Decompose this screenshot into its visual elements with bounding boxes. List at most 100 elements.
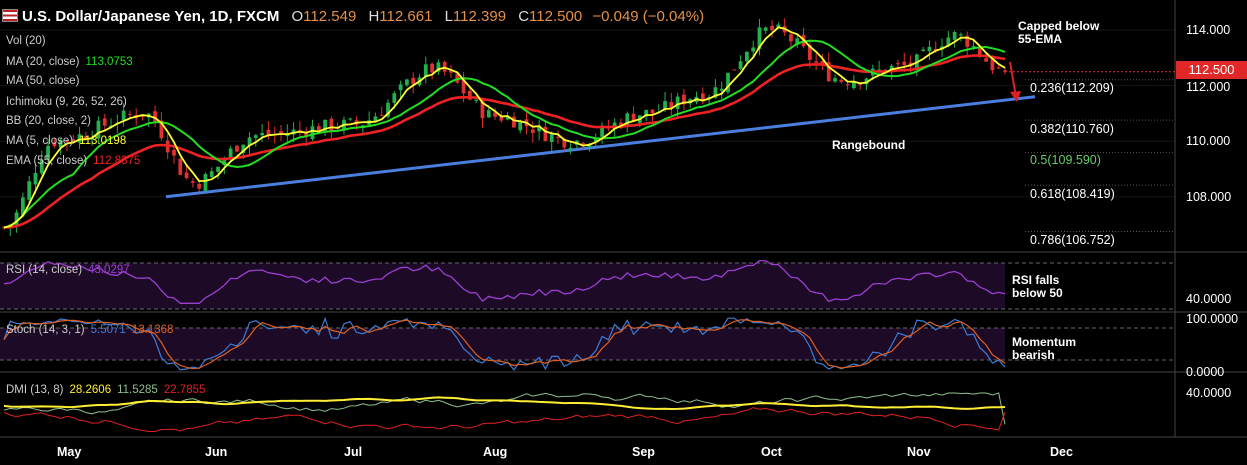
y-tick-108: 108.000 — [1186, 190, 1232, 204]
candle-body — [990, 58, 995, 71]
fib-level-0786: 0.786(106.752) — [1030, 233, 1115, 247]
candle-body — [505, 116, 510, 120]
ma20-line — [3, 39, 1006, 229]
candle-body — [316, 126, 321, 133]
candle-body — [858, 83, 863, 85]
fib-level-0618: 0.618(108.419) — [1030, 187, 1115, 201]
candle-body — [184, 172, 189, 178]
x-tick-jun: Jun — [205, 445, 228, 459]
dmi-axis-40: 40.0000 — [1186, 386, 1232, 400]
candle-body — [807, 44, 812, 60]
dmi-panel — [3, 392, 1006, 432]
fib-level-05: 0.5(109.590) — [1030, 153, 1101, 167]
candle-body — [625, 113, 630, 126]
candle-body — [77, 134, 82, 143]
us-flag-icon — [2, 9, 18, 22]
candle-body — [467, 90, 472, 100]
annotation-rsi: RSI falls below 50 — [1012, 273, 1063, 300]
candle-body — [178, 158, 183, 175]
candle-body — [864, 78, 869, 85]
candle-body — [323, 119, 327, 133]
candle-body — [436, 62, 441, 72]
y-tick-112: 112.000 — [1186, 80, 1231, 94]
candle-body — [153, 111, 157, 123]
indicator-ma5[interactable]: MA (5, close) 113.0198 — [6, 135, 127, 147]
candle-body — [405, 79, 409, 85]
y-tick-110: 110.000 — [1186, 134, 1231, 148]
candle-body — [14, 212, 19, 226]
x-tick-sep: Sep — [632, 445, 655, 459]
candle-body — [253, 135, 258, 138]
candle-body — [977, 48, 982, 57]
candle-body — [732, 69, 737, 71]
candle-body — [461, 79, 466, 94]
candle-body — [984, 58, 988, 62]
candle-body — [27, 181, 32, 200]
candle-body — [593, 137, 598, 142]
candle-body — [562, 138, 567, 148]
rsi-label[interactable]: RSI (14, close) 43.0297 — [6, 264, 130, 276]
candle-body — [121, 110, 126, 121]
rsi-axis-40: 40.0000 — [1186, 292, 1232, 306]
stoch-axis-0: 0.0000 — [1186, 365, 1225, 379]
x-tick-jul: Jul — [344, 445, 363, 459]
candle-body — [902, 61, 907, 65]
indicator-ma20[interactable]: MA (20, close) 113.0753 — [6, 56, 133, 68]
price-panel — [2, 18, 1176, 237]
x-tick-oct: Oct — [761, 445, 782, 459]
candle-body — [329, 118, 334, 131]
candle-body — [952, 32, 957, 40]
candle-body — [499, 116, 504, 121]
candle-body — [172, 149, 176, 156]
indicator-vol[interactable]: Vol (20) — [6, 35, 46, 47]
candle-body — [996, 67, 1001, 69]
x-tick-aug: Aug — [483, 445, 508, 459]
candle-body — [650, 109, 655, 114]
candle-body — [833, 78, 837, 82]
candle-body — [845, 84, 850, 86]
stoch-label[interactable]: Stoch (14, 3, 1) 5.5071 13.1368 — [6, 324, 174, 336]
candle-body — [669, 101, 674, 109]
candle-body — [644, 109, 649, 117]
indicator-bb[interactable]: BB (20, close, 2) — [6, 115, 92, 127]
candle-body — [228, 148, 233, 159]
candle-body — [71, 139, 76, 142]
trendline — [165, 95, 1036, 199]
candle-body — [789, 34, 793, 42]
open-label: O — [291, 8, 304, 25]
dmi-plus-line — [3, 392, 1006, 425]
candle-body — [1003, 70, 1007, 72]
indicator-ichimoku[interactable]: Ichimoku (9, 26, 52, 26) — [6, 96, 127, 108]
candle-body — [682, 94, 686, 105]
candle-body — [411, 77, 416, 85]
candle-body — [927, 46, 932, 52]
candle-body — [379, 114, 384, 116]
candle-body — [839, 79, 844, 82]
grid — [0, 0, 1247, 438]
candle-body — [140, 115, 145, 117]
candle-body — [946, 37, 951, 47]
candle-body — [279, 131, 283, 133]
fib-level-0236: 0.236(112.209) — [1030, 81, 1114, 95]
candle-body — [820, 61, 825, 65]
candle-body — [310, 126, 315, 140]
candle-body — [770, 25, 774, 31]
candle-body — [537, 125, 542, 132]
candle-body — [512, 116, 516, 128]
candle-body — [965, 35, 970, 47]
candle-body — [518, 120, 523, 131]
candle-body — [216, 166, 220, 172]
indicator-ema55[interactable]: EMA (55, close) 112.8375 — [6, 155, 141, 167]
dmi-label[interactable]: DMI (13, 8) 28.2606 11.5285 22.7855 — [6, 384, 206, 396]
low-label: L — [444, 8, 453, 25]
ema55-line — [3, 54, 1006, 229]
candle-body — [631, 113, 636, 122]
annotation-momentum: Momentum bearish — [1012, 335, 1076, 362]
x-tick-may: May — [57, 445, 82, 459]
candle-body — [304, 131, 309, 137]
indicator-ma50[interactable]: MA (50, close) — [6, 75, 80, 87]
candle-body — [486, 110, 491, 118]
stoch-panel — [0, 316, 1175, 371]
candle-body — [392, 93, 397, 103]
